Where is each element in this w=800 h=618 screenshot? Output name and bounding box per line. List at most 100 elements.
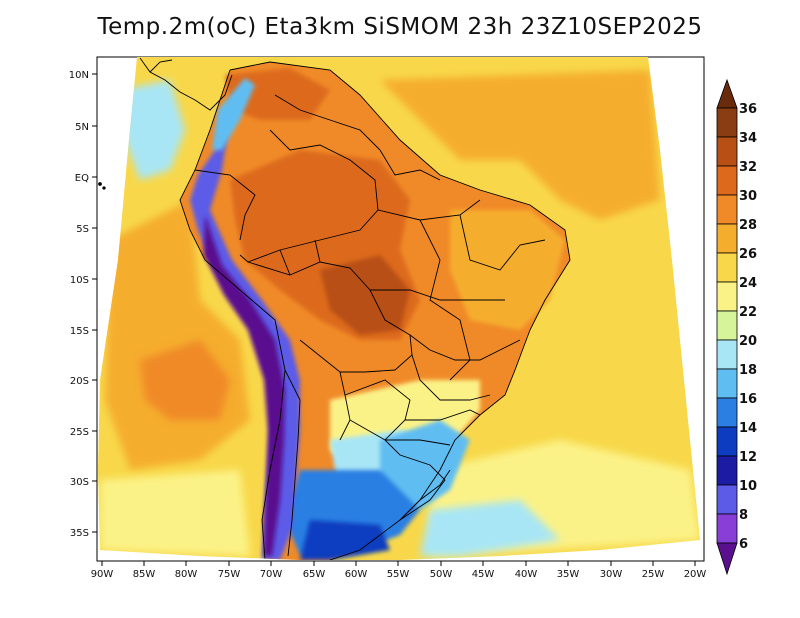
lat-label-30s: 30S	[70, 477, 89, 488]
brazil-states-2	[419, 219, 471, 381]
colorbar-swatch-34	[716, 136, 738, 167]
colorbar-swatch-16	[716, 397, 738, 428]
lat-label-20s: 20S	[70, 376, 89, 387]
colorbar-label-8: 8	[739, 508, 748, 523]
hot-ocean-pacific	[140, 340, 230, 420]
lon-tick-55w: 55W	[387, 561, 410, 580]
lon-tick-45w: 45W	[472, 561, 495, 580]
colorbar-label-22: 22	[739, 305, 757, 320]
colorbar-label-34: 34	[739, 131, 757, 146]
central-america-coast	[98, 57, 233, 190]
lon-label-55w: 55W	[387, 569, 410, 580]
lat-tick-eq: EQ	[75, 173, 97, 184]
lat-label-10n: 10N	[69, 70, 89, 81]
lon-label-25w: 25W	[642, 569, 665, 580]
border-argentina-brazil	[384, 439, 446, 521]
lat-label-eq: EQ	[75, 173, 89, 184]
brazil-states-9	[279, 239, 321, 276]
colorbar-swatch-12	[716, 455, 738, 486]
colorbar-swatch-22	[716, 310, 738, 341]
border-peru-colombia	[194, 169, 256, 241]
very-hot-core	[320, 255, 410, 335]
colorbar-label-36: 36	[739, 102, 757, 117]
lon-tick-60w: 60W	[345, 561, 367, 580]
colorbar-label-18: 18	[739, 363, 757, 378]
lon-label-70w: 70W	[260, 569, 283, 580]
temperature-field	[98, 57, 700, 560]
lon-tick-25w: 25W	[642, 561, 665, 580]
colorbar-label-10: 10	[739, 479, 757, 494]
lon-label-35w: 35W	[557, 569, 580, 580]
lon-tick-40w: 40W	[515, 561, 538, 580]
lon-tick-70w: 70W	[260, 561, 283, 580]
colorbar-label-20: 20	[739, 334, 757, 349]
lat-label-5n: 5N	[75, 122, 89, 133]
colorbar-label-26: 26	[739, 247, 757, 262]
map-title: Temp.2m(oC) Eta3km SiSMOM 23h 23Z10SEP20…	[97, 14, 703, 40]
colorbar	[716, 78, 738, 576]
longitude-axis: 90W 85W 80W 75W 70W 65W 60W 55W 50W 45W …	[91, 561, 706, 580]
hot-north-coast	[225, 68, 330, 120]
lon-tick-50w: 50W	[430, 561, 453, 580]
brazil-states-6	[411, 354, 491, 401]
brazil-states-8	[385, 439, 451, 446]
colorbar-swatch-10	[716, 484, 738, 515]
colorbar-swatch-36	[716, 107, 738, 138]
lon-tick-65w: 65W	[303, 561, 326, 580]
lat-label-25s: 25S	[70, 427, 89, 438]
lon-label-90w: 90W	[91, 569, 114, 580]
lon-label-30w: 30W	[600, 569, 623, 580]
cooler-south	[380, 420, 470, 510]
colorbar-label-14: 14	[739, 421, 757, 436]
colorbar-label-12: 12	[739, 450, 757, 465]
colorbar-swatch-30	[716, 194, 738, 225]
lon-tick-30w: 30W	[600, 561, 623, 580]
colorbar-swatch-32	[716, 165, 738, 196]
colorbar-labels: 36 34 32 30 28 26 24 22 20 18 16 14 12 1…	[739, 102, 757, 552]
lon-tick-20w: 20W	[684, 561, 706, 580]
lon-label-75w: 75W	[218, 569, 241, 580]
colorbar-swatch-18	[716, 368, 738, 399]
colorbar-label-6: 6	[739, 537, 748, 552]
lon-tick-90w: 90W	[91, 561, 114, 580]
colorbar-label-16: 16	[739, 392, 757, 407]
border-chile-argentina	[284, 369, 301, 557]
lon-label-80w: 80W	[175, 569, 198, 580]
brazil-states-7	[405, 409, 481, 421]
latitude-axis: 10N 5N EQ 5S 10S 15S 20S 25S 30S 35S	[69, 70, 97, 539]
lon-label-45w: 45W	[472, 569, 495, 580]
lon-tick-35w: 35W	[557, 561, 580, 580]
lon-tick-75w: 75W	[218, 561, 241, 580]
very-cold-patagonia	[300, 520, 390, 560]
warm-ocean-atlantic	[380, 70, 660, 220]
cool-south-pacific	[100, 470, 250, 556]
lat-tick-30s: 30S	[70, 477, 97, 488]
border-paraguay	[344, 379, 411, 441]
lat-tick-15s: 15S	[70, 326, 97, 337]
colorbar-swatch-14	[716, 426, 738, 457]
lat-tick-10s: 10S	[70, 275, 97, 286]
lon-tick-80w: 80W	[175, 561, 198, 580]
andes-north-cold	[212, 78, 255, 150]
lon-tick-85w: 85W	[133, 561, 156, 580]
lon-label-40w: 40W	[515, 569, 538, 580]
lat-tick-35s: 35S	[70, 528, 97, 539]
border-uruguay	[399, 469, 451, 521]
colorbar-swatch-28	[716, 223, 738, 254]
brazil-states-5	[409, 334, 521, 361]
brazil-states-1	[377, 199, 481, 221]
colorbar-bottom-arrow	[716, 542, 738, 576]
andes-very-cold	[204, 215, 285, 556]
lat-tick-10n: 10N	[69, 70, 97, 81]
lat-label-35s: 35S	[70, 528, 89, 539]
lat-label-5s: 5S	[76, 224, 89, 235]
border-guianas	[379, 149, 441, 181]
brazil-states-3	[459, 214, 546, 271]
cool-pacific-north	[120, 80, 185, 180]
border-brazil-bolivia	[247, 261, 413, 373]
lon-label-65w: 65W	[303, 569, 326, 580]
lon-label-85w: 85W	[133, 569, 156, 580]
lon-label-50w: 50W	[430, 569, 453, 580]
lat-tick-5n: 5N	[75, 122, 97, 133]
